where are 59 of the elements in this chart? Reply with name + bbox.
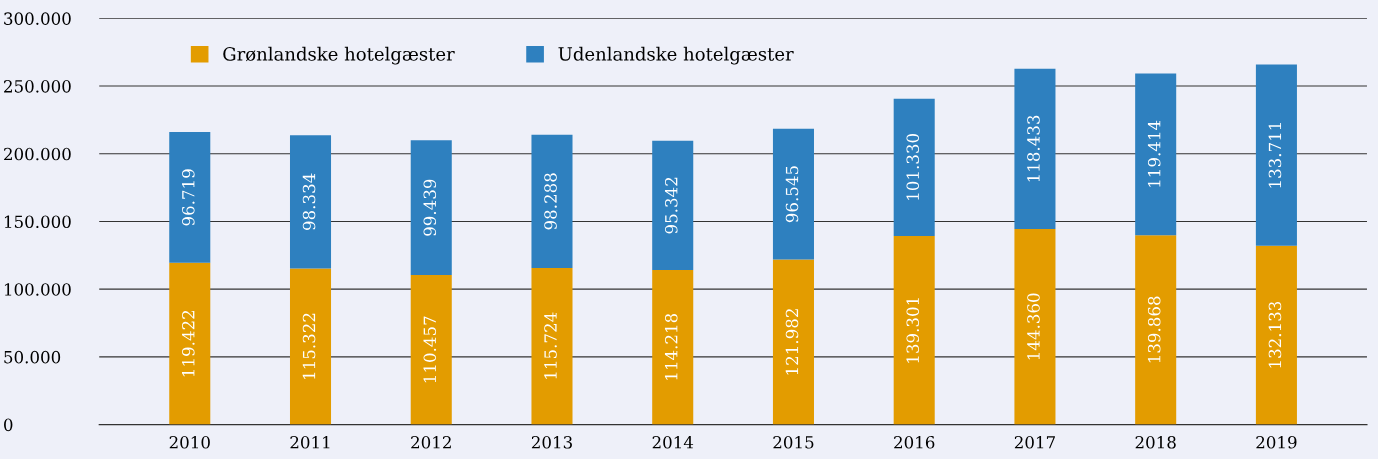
- data-label: 121.982: [785, 309, 799, 375]
- bar: [1255, 64, 1297, 246]
- bar: [772, 128, 814, 260]
- bar: [1014, 68, 1056, 230]
- data-label: 119.414: [1147, 120, 1161, 187]
- data-label: 95.342: [664, 177, 678, 234]
- x-tick-label: 2013: [531, 435, 572, 449]
- x-tick-label: 2018: [1135, 435, 1176, 449]
- legend-label: Grønlandske hotelgæster: [223, 46, 455, 65]
- data-label: 144.360: [1027, 293, 1040, 360]
- y-tick-label: 0: [4, 418, 13, 432]
- x-tick-label: 2010: [169, 435, 210, 449]
- bar: [893, 98, 935, 236]
- data-label: 139.301: [906, 298, 920, 363]
- y-tick-label: 150.000: [4, 215, 71, 229]
- bar: [772, 259, 814, 425]
- x-tick-label: 2012: [411, 435, 451, 449]
- x-tick-label: 2011: [290, 435, 330, 449]
- data-label: 98.334: [302, 173, 316, 230]
- legend-label: Udenlandske hotelgæster: [558, 46, 794, 65]
- data-label: 118.433: [1027, 115, 1040, 182]
- x-tick-label: 2016: [894, 435, 935, 449]
- bar: [893, 235, 935, 425]
- data-label: 99.439: [423, 179, 437, 236]
- data-label: 98.288: [544, 173, 557, 230]
- y-tick-label: 250.000: [4, 80, 71, 93]
- bar: [531, 267, 573, 425]
- data-label: 133.711: [1268, 123, 1282, 188]
- bar: [1014, 229, 1056, 425]
- x-tick-label: 2014: [652, 435, 694, 449]
- data-label: 139.868: [1147, 296, 1161, 363]
- bar: [1135, 235, 1177, 425]
- data-label: 114.218: [664, 313, 678, 380]
- bar: [652, 269, 694, 425]
- data-label: 115.322: [302, 313, 316, 379]
- bar: [169, 131, 211, 263]
- bar: [410, 140, 452, 276]
- data-label: 119.422: [182, 310, 195, 377]
- bar: [410, 275, 452, 425]
- y-tick-label: 50.000: [4, 350, 61, 364]
- bar: [1255, 245, 1297, 425]
- bar: [531, 134, 573, 268]
- bar: [652, 140, 694, 270]
- y-tick-label: 100.000: [4, 283, 71, 296]
- data-label: 96.545: [785, 166, 799, 223]
- data-label: 101.330: [906, 134, 920, 200]
- data-label: 96.719: [182, 169, 195, 226]
- y-tick-label: 300.000: [4, 12, 71, 25]
- x-tick-label: 2015: [773, 435, 814, 449]
- bar: [169, 262, 211, 425]
- bar: [1135, 73, 1177, 236]
- bar: [289, 135, 332, 269]
- data-label: 132.133: [1268, 301, 1282, 368]
- data-label: 115.724: [544, 312, 557, 379]
- x-tick-label: 2017: [1014, 435, 1055, 449]
- x-tick-label: 2019: [1256, 435, 1297, 449]
- bar: [289, 268, 332, 425]
- y-tick-label: 200.000: [4, 147, 71, 161]
- data-label: 110.457: [423, 316, 437, 383]
